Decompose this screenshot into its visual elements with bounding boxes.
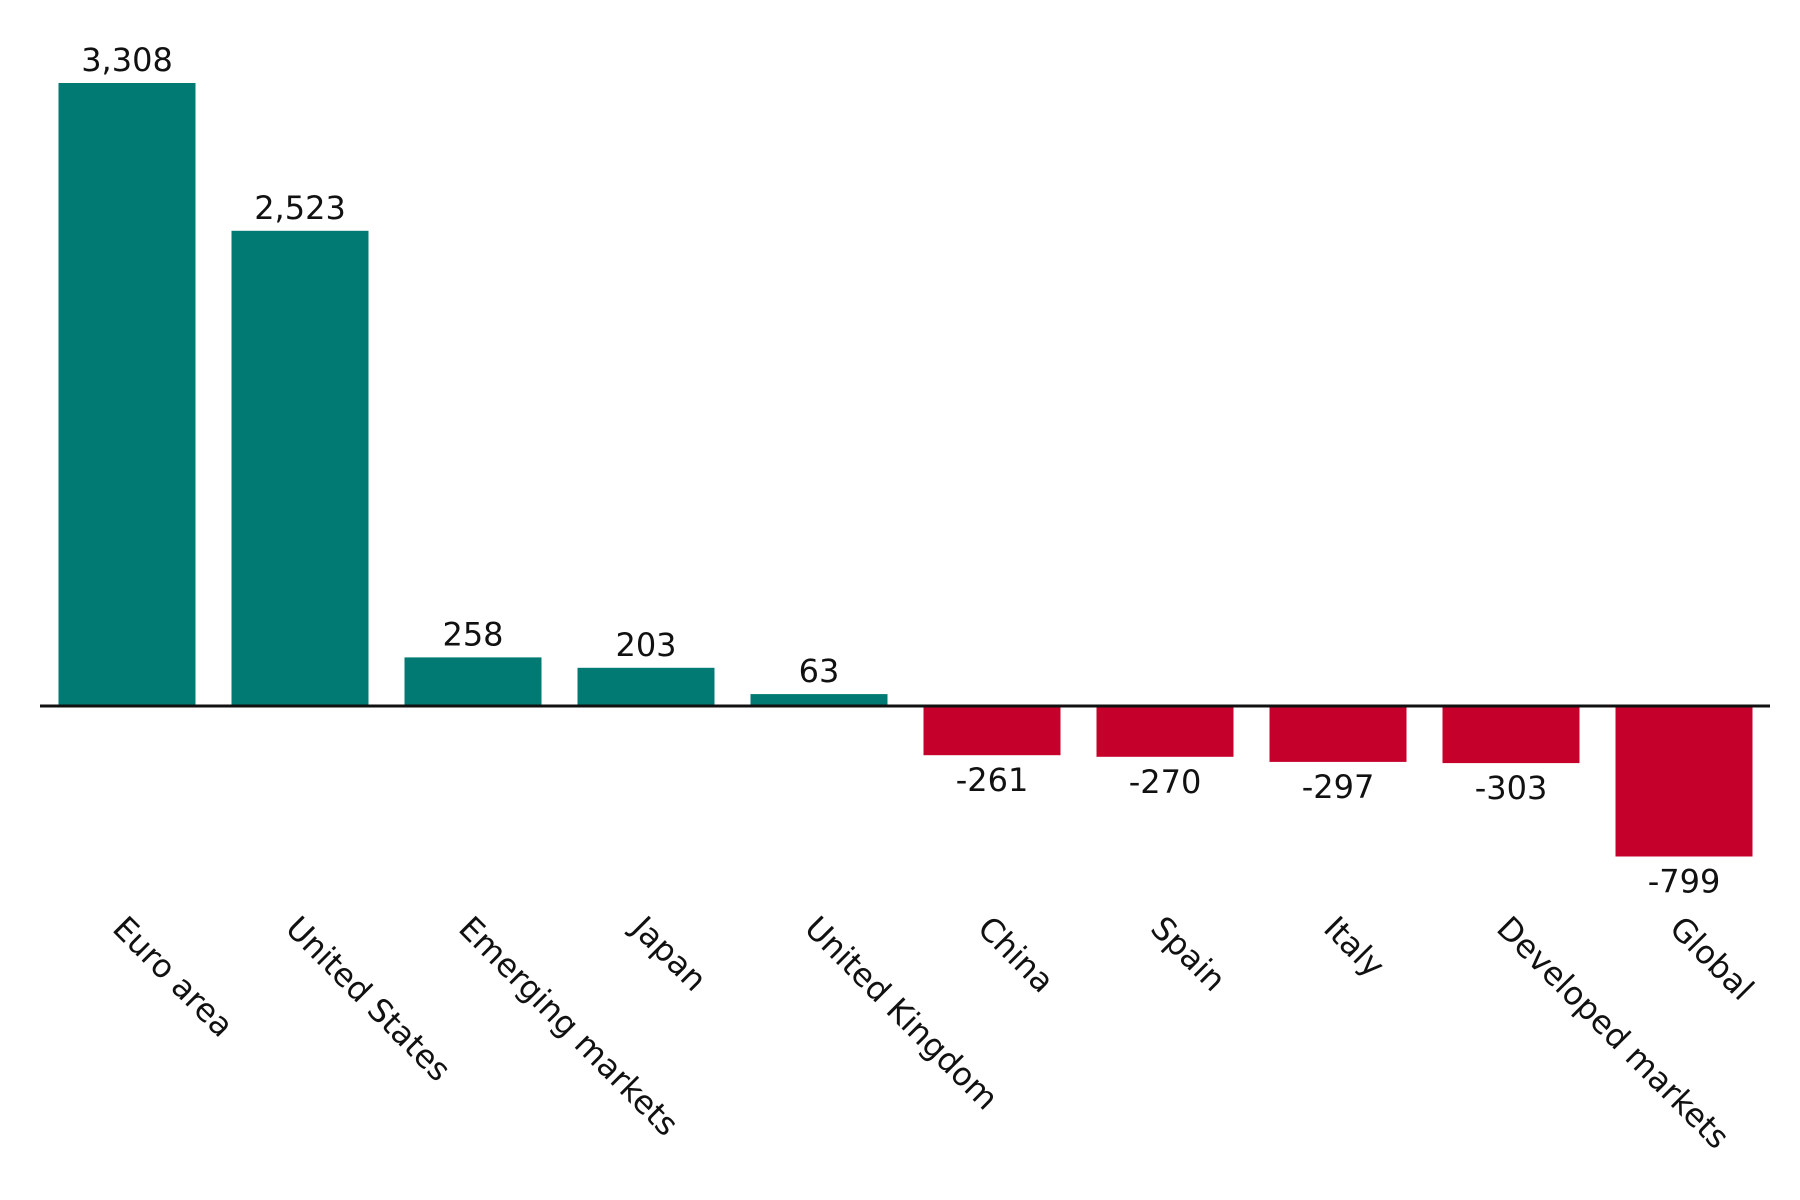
category-label-united-states: United States (278, 909, 458, 1089)
bars-layer (58, 83, 1753, 857)
value-label-united-states: 2,523 (254, 189, 346, 227)
value-label-italy: -297 (1302, 768, 1375, 806)
value-label-japan: 203 (615, 626, 676, 664)
bar-united-kingdom (750, 694, 888, 706)
category-label-euro-area: Euro area (105, 909, 241, 1045)
bar-euro-area (58, 83, 196, 706)
category-label-china: China (970, 909, 1062, 1001)
value-label-china: -261 (956, 761, 1029, 799)
value-labels-layer: 3,308 2,523 258 203 63 -261 -270 -297 -303 -799 (81, 41, 1720, 901)
bar-china (923, 706, 1061, 756)
bar-spain (1096, 706, 1234, 757)
value-label-emerging-markets: 258 (442, 615, 503, 653)
category-label-global: Global (1662, 909, 1761, 1008)
bar-italy (1269, 706, 1407, 762)
bar-developed-markets (1442, 706, 1580, 764)
category-label-japan: Japan (623, 907, 714, 998)
value-label-euro-area: 3,308 (81, 41, 173, 79)
category-label-spain: Spain (1143, 909, 1233, 999)
value-label-spain: -270 (1129, 763, 1202, 801)
bar-japan (577, 667, 715, 706)
value-label-global: -799 (1648, 863, 1721, 901)
category-label-italy: Italy (1316, 909, 1392, 985)
value-label-developed-markets: -303 (1475, 769, 1548, 807)
value-label-united-kingdom: 63 (799, 652, 840, 690)
bar-emerging-markets (404, 657, 542, 706)
category-label-united-kingdom: United Kingdom (797, 909, 1005, 1117)
bar-united-states (231, 230, 369, 707)
bar-global (1615, 706, 1753, 857)
